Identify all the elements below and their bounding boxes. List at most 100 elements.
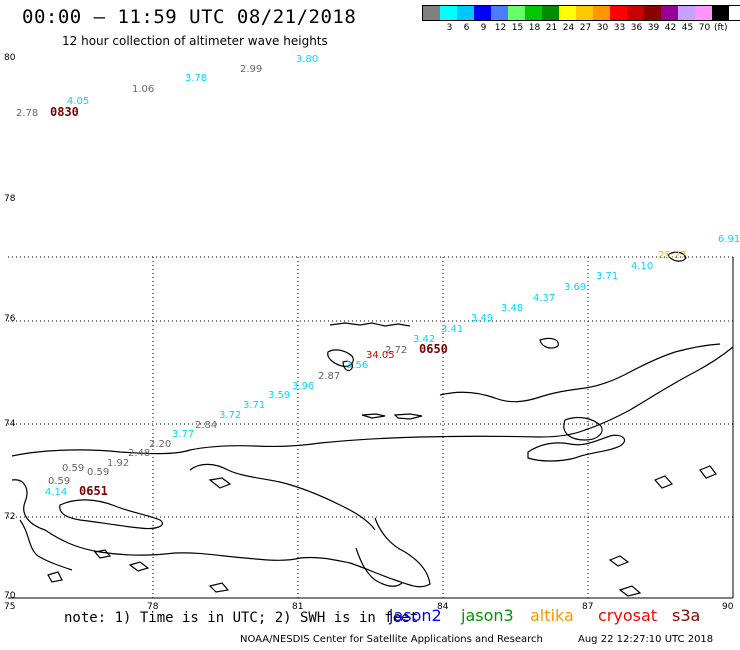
wave-height-label: 3.49 bbox=[471, 313, 493, 324]
coastline bbox=[11, 251, 734, 597]
wave-height-label: 34.05 bbox=[366, 350, 395, 361]
lat-label: 78 bbox=[4, 194, 16, 204]
legend-swatch bbox=[559, 6, 576, 20]
legend-swatch-bar bbox=[422, 5, 740, 21]
legend-label: 15 bbox=[511, 23, 524, 33]
wave-height-label: 6.91 bbox=[718, 234, 740, 245]
wave-height-label: 0.59 bbox=[62, 463, 84, 474]
legend-swatch bbox=[678, 6, 695, 20]
wave-height-label: 3.48 bbox=[501, 303, 523, 314]
lat-label: 72 bbox=[4, 512, 15, 522]
lat-label: 76 bbox=[4, 314, 16, 324]
legend-label: 33 bbox=[613, 23, 626, 33]
legend-swatch bbox=[542, 6, 559, 20]
wave-height-label: 3.69 bbox=[564, 282, 586, 293]
credit-line: NOAA/NESDIS Center for Satellite Applica… bbox=[240, 634, 543, 645]
satellite-legend-s3a: s3a bbox=[672, 606, 701, 625]
legend-swatch bbox=[508, 6, 525, 20]
legend-swatch bbox=[491, 6, 508, 20]
wave-height-label: 3.71 bbox=[596, 271, 618, 282]
wave-height-label: 3.72 bbox=[219, 410, 241, 421]
color-legend: 3 6 9 12 15 18 21 24 27 30 33 36 39 42 45 70 (ft) bbox=[422, 5, 740, 35]
legend-swatch bbox=[576, 6, 593, 20]
graticule bbox=[8, 256, 733, 598]
legend-label: 27 bbox=[579, 23, 592, 33]
satellite-legend-altika: altika bbox=[530, 606, 574, 625]
pass-time-label: 0650 bbox=[419, 342, 448, 356]
wave-height-label: 4.10 bbox=[631, 261, 653, 272]
wave-height-label: 0.59 bbox=[87, 467, 109, 478]
lon-label: 75 bbox=[4, 602, 15, 612]
legend-swatch bbox=[440, 6, 457, 20]
legend-swatch bbox=[627, 6, 644, 20]
legend-label: 30 bbox=[596, 23, 609, 33]
wave-height-label: 2.99 bbox=[240, 64, 262, 75]
legend-label: 45 bbox=[681, 23, 694, 33]
legend-swatch bbox=[525, 6, 542, 20]
pass-time-label: 0830 bbox=[50, 105, 79, 119]
lon-label: 78 bbox=[147, 602, 159, 612]
satellite-legend-cryosat: cryosat bbox=[598, 606, 658, 625]
wave-height-label: 2.20 bbox=[149, 439, 171, 450]
lon-label: 81 bbox=[292, 602, 303, 612]
wave-height-label: 3.42 bbox=[413, 334, 435, 345]
legend-label: 39 bbox=[647, 23, 660, 33]
legend-label: 12 bbox=[494, 23, 507, 33]
legend-swatch bbox=[712, 6, 729, 20]
wave-height-label: 4.37 bbox=[533, 293, 555, 304]
wave-height-label: 2.84 bbox=[195, 420, 217, 431]
legend-swatch bbox=[457, 6, 474, 20]
lon-label: 90 bbox=[722, 602, 734, 612]
wave-height-label: 1.06 bbox=[132, 84, 154, 95]
wave-height-labels: 2.78 4.05 1.06 3.78 2.99 3.80 6.91 25.27… bbox=[16, 54, 740, 498]
chart-title: 00:00 – 11:59 UTC 08/21/2018 bbox=[22, 6, 357, 28]
legend-label: 21 bbox=[545, 23, 558, 33]
legend-label: 18 bbox=[528, 23, 541, 33]
legend-label: 70 bbox=[698, 23, 711, 33]
wave-height-label: 4.14 bbox=[45, 487, 67, 498]
lat-label: 80 bbox=[4, 53, 16, 63]
legend-labels: 3 6 9 12 15 18 21 24 27 30 33 36 39 42 45 70 (ft) bbox=[422, 21, 740, 35]
wave-height-label: 3.59 bbox=[268, 390, 290, 401]
legend-swatch bbox=[661, 6, 678, 20]
legend-label: 6 bbox=[463, 23, 470, 33]
wave-height-label: 3.71 bbox=[243, 400, 265, 411]
wave-height-label: 25.27 bbox=[658, 250, 687, 261]
legend-swatch bbox=[593, 6, 610, 20]
footer-note: note: 1) Time is in UTC; 2) SWH is in fe… bbox=[64, 610, 419, 626]
legend-swatch bbox=[610, 6, 627, 20]
lon-label: 84 bbox=[437, 602, 449, 612]
legend-swatch bbox=[695, 6, 712, 20]
lat-label: 74 bbox=[4, 419, 16, 429]
wave-height-label: 1.92 bbox=[107, 458, 129, 469]
legend-label: 3 bbox=[446, 23, 453, 33]
legend-swatch bbox=[644, 6, 661, 20]
wave-height-label: 2.48 bbox=[128, 448, 150, 459]
legend-unit: (ft) bbox=[714, 23, 728, 33]
satellite-legend-jason2: jason2 bbox=[389, 606, 442, 625]
wave-height-label: 2.78 bbox=[16, 108, 38, 119]
wave-height-label: 3.96 bbox=[292, 381, 314, 392]
wave-height-label: 4.05 bbox=[67, 96, 89, 107]
legend-label: 24 bbox=[562, 23, 575, 33]
legend-swatch bbox=[474, 6, 491, 20]
legend-label: 42 bbox=[664, 23, 677, 33]
wave-height-label: 3.41 bbox=[441, 324, 463, 335]
chart-subtitle: 12 hour collection of altimeter wave hei… bbox=[62, 34, 328, 48]
pass-time-label: 0651 bbox=[79, 484, 108, 498]
legend-label: 9 bbox=[480, 23, 487, 33]
wave-height-label: 2.87 bbox=[318, 371, 340, 382]
wave-height-label: 3.56 bbox=[346, 360, 368, 371]
wave-height-label: 0.59 bbox=[48, 476, 70, 487]
wave-height-label: 3.78 bbox=[185, 73, 207, 84]
lat-label: 70 bbox=[4, 591, 16, 601]
generated-timestamp: Aug 22 12:27:10 UTC 2018 bbox=[578, 634, 714, 645]
satellite-legend-jason3: jason3 bbox=[461, 606, 514, 625]
lon-label: 87 bbox=[582, 602, 593, 612]
wave-height-label: 3.77 bbox=[172, 429, 194, 440]
legend-swatch bbox=[423, 6, 440, 20]
legend-label: 36 bbox=[630, 23, 643, 33]
wave-height-label: 3.80 bbox=[296, 54, 318, 65]
wave-height-label: 2.72 bbox=[385, 345, 407, 356]
